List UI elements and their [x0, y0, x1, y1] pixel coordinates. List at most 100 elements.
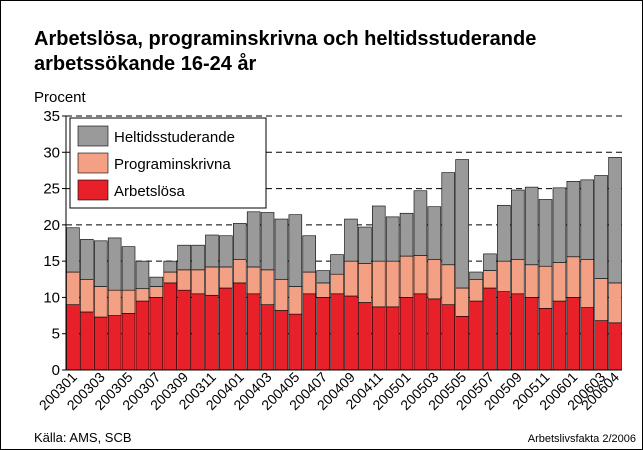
bar-segment: [455, 287, 469, 317]
bar-segment: [427, 206, 442, 260]
bar-segment: [399, 212, 414, 257]
bar-segment: [107, 237, 122, 291]
bar-segment: [260, 269, 275, 305]
bar-segment: [149, 286, 164, 298]
chart-subtitle: arbetssökande 16-24 år: [34, 52, 257, 75]
bar-segment: [260, 304, 275, 371]
bar-segment: [80, 239, 94, 280]
bar-segment: [316, 282, 330, 298]
bar-segment: [510, 259, 525, 295]
bar-segment: [594, 175, 608, 279]
bar-segment: [149, 276, 164, 287]
bar-segment: [358, 226, 372, 264]
bar-segment: [121, 289, 136, 314]
y-tick-label: 35: [43, 108, 60, 125]
bar-segment: [177, 289, 191, 371]
credit: Arbetslivsfakta 2/2006: [528, 433, 636, 445]
bar-segment: [274, 310, 289, 371]
bar-segment: [344, 218, 358, 262]
bar-segment: [205, 294, 219, 371]
bar-segment: [524, 264, 539, 298]
bar-segment: [177, 244, 191, 271]
bar-segment: [107, 315, 122, 371]
bar-segment: [399, 255, 414, 298]
bar-segment: [302, 271, 316, 295]
bar-segment: [524, 186, 539, 266]
bar-segment: [246, 293, 261, 371]
bar-segment: [427, 259, 442, 300]
bar-segment: [316, 297, 330, 371]
bar-segment: [246, 266, 261, 295]
bar-segment: [413, 255, 428, 295]
bar-segment: [233, 282, 247, 371]
bar-segment: [594, 320, 608, 371]
bar-segment: [94, 286, 108, 318]
bar-segment: [427, 298, 442, 371]
bar-segment: [274, 278, 289, 311]
bar-segment: [566, 297, 581, 371]
bar-segment: [135, 260, 150, 290]
bar-segment: [135, 300, 150, 371]
bar-segment: [246, 211, 261, 268]
bar-segment: [344, 260, 358, 297]
bar-segment: [66, 304, 80, 371]
bar-segment: [413, 190, 428, 256]
bar-segment: [219, 235, 233, 268]
bar-segment: [191, 269, 205, 295]
bar-segment: [330, 293, 344, 371]
bar-segment: [441, 264, 455, 305]
bar-segment: [608, 322, 622, 371]
bar-segment: [316, 270, 330, 284]
bar-segment: [483, 253, 497, 271]
bar-segment: [608, 157, 622, 284]
bar-segment: [358, 263, 372, 303]
y-tick-label: 10: [43, 289, 60, 306]
bar-segment: [552, 187, 567, 263]
bar-segment: [469, 278, 483, 302]
source: Källa: AMS, SCB: [34, 430, 132, 445]
bar-segment: [149, 297, 164, 371]
bar-segment: [344, 295, 358, 371]
bar-segment: [288, 214, 303, 287]
bar-segment: [552, 300, 567, 371]
bar-segment: [441, 304, 455, 371]
bar-segment: [385, 216, 400, 262]
bar-segment: [66, 227, 80, 273]
bar-segment: [302, 293, 316, 371]
bar-segment: [66, 271, 80, 305]
bar-segment: [219, 266, 233, 289]
bar-segment: [135, 288, 150, 302]
bar-segment: [371, 260, 386, 308]
bar-segment: [497, 204, 511, 262]
bar-segment: [538, 308, 553, 371]
bar-segment: [371, 205, 386, 262]
y-tick-label: 15: [43, 253, 60, 270]
bar-segment: [177, 269, 191, 291]
bar-segment: [163, 282, 178, 371]
bar-segment: [497, 260, 511, 292]
y-axis-label: Procent: [34, 89, 87, 106]
bar-segment: [594, 278, 608, 321]
bar-segment: [205, 266, 219, 296]
bar-segment: [371, 306, 386, 371]
bar-segment: [385, 306, 400, 371]
legend-label: Arbetslösa: [114, 183, 186, 200]
bar-segment: [233, 259, 247, 284]
legend-swatch: [77, 125, 109, 147]
y-tick-label: 0: [52, 362, 60, 379]
bar-segment: [580, 259, 594, 308]
bar-segment: [608, 282, 622, 324]
legend-swatch: [77, 179, 109, 201]
y-tick-label: 20: [43, 217, 60, 234]
bar-segment: [552, 262, 567, 302]
y-tick-label: 5: [52, 326, 60, 343]
bar-segment: [205, 234, 219, 268]
bar-segment: [94, 240, 108, 287]
bar-segment: [538, 199, 553, 267]
bar-segment: [80, 311, 94, 371]
bar-segment: [455, 315, 469, 371]
bar-segment: [288, 313, 303, 371]
bar-segment: [121, 246, 136, 291]
bar-segment: [288, 286, 303, 315]
